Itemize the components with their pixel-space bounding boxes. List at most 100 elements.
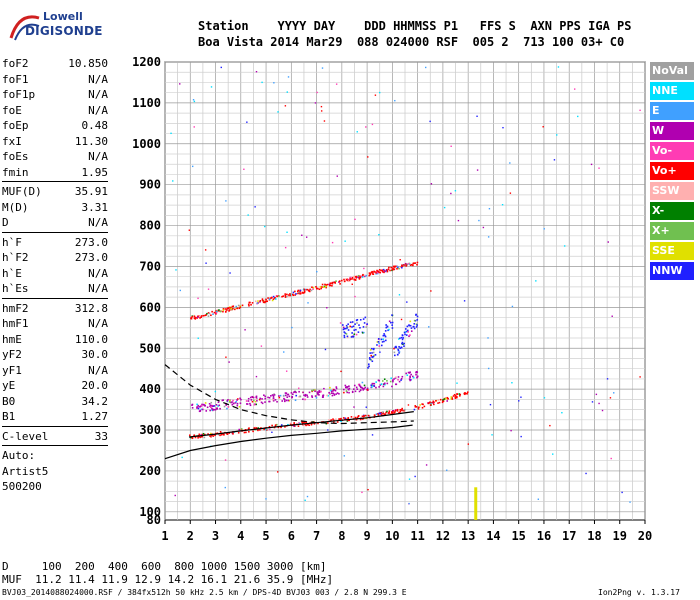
echo-point: [406, 329, 409, 332]
echo-point: [312, 286, 315, 289]
echo-point: [325, 285, 327, 288]
echo-point: [452, 395, 455, 397]
echo-point: [382, 271, 384, 273]
echo-point: [191, 437, 194, 439]
echo-point: [466, 392, 468, 395]
echo-point: [367, 367, 369, 369]
param-row: foF1p N/A: [2, 87, 108, 103]
noise-point: [467, 443, 470, 445]
echo-point: [268, 400, 270, 403]
echo-point: [382, 268, 385, 271]
echo-point: [266, 300, 269, 303]
param-row: h`Es N/A: [2, 281, 108, 297]
echo-point: [203, 404, 205, 406]
echo-point: [370, 384, 373, 387]
echo-point: [222, 399, 224, 401]
echo-point: [253, 399, 255, 402]
noise-point: [488, 207, 491, 210]
echo-point: [345, 390, 348, 392]
echo-point: [422, 403, 424, 406]
echo-point: [385, 326, 388, 329]
echo-point: [388, 412, 390, 414]
echo-point: [331, 282, 334, 285]
x-tick-label: 9: [363, 529, 370, 543]
noise-point: [276, 471, 279, 473]
echo-point: [467, 391, 469, 393]
echo-point: [442, 399, 444, 401]
echo-point: [204, 314, 207, 317]
noise-point: [343, 455, 346, 457]
echo-point: [409, 379, 411, 382]
echo-point: [218, 404, 221, 407]
noise-point: [398, 294, 401, 296]
echo-point: [369, 358, 371, 361]
echo-point: [374, 354, 377, 356]
noise-point: [307, 302, 309, 304]
echo-point: [256, 302, 259, 304]
echo-point: [453, 393, 456, 396]
echo-point: [278, 295, 280, 298]
divider: [2, 425, 108, 427]
param-row: foEs N/A: [2, 149, 108, 165]
echo-point: [347, 329, 350, 331]
echo-point: [248, 427, 250, 429]
echo-point: [421, 403, 423, 405]
echo-point: [371, 270, 373, 273]
echo-point: [393, 411, 396, 414]
noise-point: [428, 326, 430, 328]
echo-point: [292, 424, 294, 426]
echo-point: [264, 298, 267, 300]
echo-point: [305, 421, 308, 424]
echo-point: [381, 269, 384, 272]
echo-point: [401, 338, 404, 341]
echo-point: [396, 267, 398, 270]
echo-point: [222, 433, 224, 435]
echo-point: [408, 324, 411, 327]
echo-point: [217, 433, 220, 436]
muf-label: MUF: [2, 573, 22, 586]
echo-point: [274, 424, 277, 426]
echo-point: [344, 418, 346, 421]
noise-point: [520, 435, 522, 438]
param-value: N/A: [88, 103, 108, 117]
echo-point: [272, 399, 275, 402]
echo-point: [366, 323, 369, 325]
echo-point: [368, 357, 371, 359]
echo-point: [361, 274, 364, 277]
echo-point: [394, 411, 396, 413]
echo-point: [284, 392, 287, 394]
footer-file-info: BVJ03_2014088024000.RSF / 384fx512h 50 k…: [2, 588, 407, 597]
echo-point: [274, 297, 276, 299]
echo-point: [401, 407, 403, 410]
echo-point: [363, 275, 366, 278]
noise-point: [408, 478, 411, 480]
echo-point: [206, 312, 208, 315]
echo-point: [389, 413, 392, 416]
noise-point: [379, 351, 381, 353]
echo-point: [349, 321, 352, 324]
logo-text-lowell: Lowell: [43, 10, 83, 23]
noise-point: [271, 431, 273, 434]
echo-point: [378, 268, 381, 271]
echo-point: [367, 414, 370, 417]
echo-point: [331, 282, 333, 284]
echo-point: [361, 386, 363, 389]
echo-point: [345, 386, 348, 388]
param-value: N/A: [88, 72, 108, 86]
echo-point: [409, 320, 412, 323]
echo-point: [390, 411, 393, 414]
noise-point: [225, 200, 227, 202]
echo-point: [423, 405, 426, 408]
echo-point: [227, 399, 229, 401]
echo-point: [248, 301, 251, 304]
echo-point: [386, 380, 388, 382]
noise-point: [285, 370, 288, 372]
echo-point: [209, 435, 211, 437]
echo-point: [411, 375, 414, 378]
noise-point: [463, 300, 466, 302]
echo-point: [320, 390, 322, 393]
echo-point: [361, 331, 364, 334]
echo-point: [384, 383, 386, 386]
echo-point: [355, 319, 358, 322]
param-name: foF1p: [2, 88, 36, 101]
